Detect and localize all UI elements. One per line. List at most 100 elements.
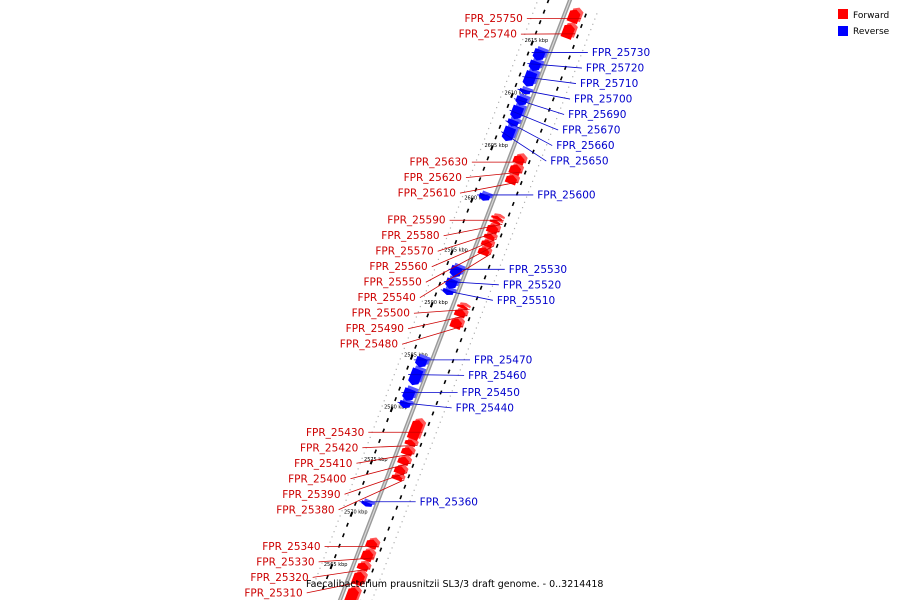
gene-label-fpr_25480[interactable]: FPR_25480 [340, 339, 398, 351]
gene-label-fpr_25650[interactable]: FPR_25650 [550, 156, 608, 168]
gene-fpr_25750[interactable] [566, 7, 584, 25]
gene-fpr_25330[interactable] [360, 547, 377, 563]
gene-label-fpr_25440[interactable]: FPR_25440 [456, 402, 514, 414]
gene-fpr_25670[interactable] [510, 102, 528, 120]
guide-dot [359, 463, 361, 465]
gene-fpr_25660[interactable] [507, 116, 522, 127]
gene-label-fpr_25490[interactable]: FPR_25490 [346, 323, 404, 335]
guide-dot [463, 190, 466, 192]
guide-dot [481, 143, 484, 145]
minor-tick [486, 156, 490, 161]
gene-label-fpr_25320[interactable]: FPR_25320 [250, 572, 308, 584]
gene-fpr_25480[interactable] [449, 316, 466, 330]
gene-label-fpr_25410[interactable]: FPR_25410 [294, 458, 352, 470]
gene-label-fpr_25750[interactable]: FPR_25750 [465, 13, 523, 25]
gene-depth [522, 85, 534, 93]
gene-fpr_25590[interactable] [491, 213, 506, 222]
guide-dot [520, 44, 522, 46]
gene-fpr_25650[interactable] [501, 123, 520, 142]
gene-fpr_25500[interactable] [456, 302, 471, 311]
gene-label-fpr_25460[interactable]: FPR_25460 [468, 370, 526, 382]
gene-body [456, 304, 468, 311]
scale-tick [329, 563, 334, 570]
guide-dot [337, 520, 339, 522]
guide-dot [403, 515, 405, 518]
guide-dot [399, 358, 401, 360]
gene-label-fpr_25670[interactable]: FPR_25670 [562, 125, 620, 137]
guide-dot [533, 175, 536, 177]
gene-label-fpr_25340[interactable]: FPR_25340 [262, 541, 320, 553]
guide-dot [550, 133, 552, 135]
gene-fpr_25430[interactable] [406, 418, 427, 441]
gene-label-fpr_25690[interactable]: FPR_25690 [568, 109, 626, 121]
minor-tick [526, 51, 530, 56]
guide-dot [431, 442, 433, 444]
gene-fpr_25300[interactable] [342, 585, 362, 600]
gene-label-fpr_25600[interactable]: FPR_25600 [537, 189, 595, 201]
guide-dot [423, 295, 425, 297]
guide-dot [506, 80, 508, 83]
gene-fpr_25630[interactable] [512, 153, 528, 166]
gene-label-fpr_25400[interactable]: FPR_25400 [288, 473, 346, 485]
gene-fpr_25700[interactable] [519, 85, 534, 95]
gene-label-fpr_25700[interactable]: FPR_25700 [574, 94, 632, 106]
gene-label-fpr_25430[interactable]: FPR_25430 [306, 427, 364, 439]
minor-tick [503, 222, 507, 228]
gene-label-fpr_25550[interactable]: FPR_25550 [363, 277, 421, 289]
minor-tick [333, 554, 337, 559]
gene-label-fpr_25420[interactable]: FPR_25420 [300, 442, 358, 454]
gene-label-fpr_25570[interactable]: FPR_25570 [375, 246, 433, 258]
gene-fpr_25740[interactable] [560, 22, 578, 40]
guide-dot [435, 432, 437, 434]
gene-fpr_25460[interactable] [408, 365, 427, 386]
gene-label-fpr_25660[interactable]: FPR_25660 [556, 140, 614, 152]
gene-label-fpr_25310[interactable]: FPR_25310 [244, 587, 302, 599]
guide-dot [411, 494, 413, 497]
guide-dot [451, 390, 453, 392]
gene-label-fpr_25610[interactable]: FPR_25610 [398, 188, 456, 200]
gene-label-fpr_25380[interactable]: FPR_25380 [276, 504, 334, 516]
gene-fpr_25360[interactable] [361, 498, 376, 507]
gene-fpr_25720[interactable] [528, 57, 545, 71]
gene-label-fpr_25360[interactable]: FPR_25360 [420, 496, 478, 508]
guide-dot [341, 510, 343, 512]
gene-label-fpr_25710[interactable]: FPR_25710 [580, 78, 638, 90]
gene-leader-line [350, 462, 411, 480]
minor-tick [495, 243, 499, 249]
gene-fpr_25390[interactable] [393, 464, 409, 476]
gene-label-fpr_25740[interactable]: FPR_25740 [459, 29, 517, 41]
gene-fpr_25400[interactable] [397, 454, 413, 467]
gene-fpr_25340[interactable] [365, 537, 381, 550]
gene-label-fpr_25390[interactable]: FPR_25390 [282, 489, 340, 501]
guide-dot [313, 583, 315, 585]
guide-dot [552, 128, 554, 130]
gene-fpr_25710[interactable] [522, 68, 541, 87]
gene-label-fpr_25580[interactable]: FPR_25580 [381, 230, 439, 242]
gene-label-fpr_25330[interactable]: FPR_25330 [256, 556, 314, 568]
gene-label-fpr_25500[interactable]: FPR_25500 [352, 308, 410, 320]
guide-dot [471, 169, 474, 172]
gene-leader-line [413, 308, 470, 314]
gene-label-fpr_25560[interactable]: FPR_25560 [369, 261, 427, 273]
guide-dot [397, 531, 399, 533]
gene-label-fpr_25540[interactable]: FPR_25540 [358, 292, 416, 304]
gene-label-fpr_25720[interactable]: FPR_25720 [586, 63, 644, 75]
guide-dot [576, 65, 578, 67]
minor-tick [507, 212, 511, 217]
gene-label-fpr_25450[interactable]: FPR_25450 [462, 387, 520, 399]
guide-dot [521, 206, 524, 209]
gene-label-fpr_25470[interactable]: FPR_25470 [474, 354, 532, 366]
gene-label-fpr_25730[interactable]: FPR_25730 [592, 47, 650, 59]
guide-dot [417, 479, 419, 481]
guide-dot [513, 227, 516, 230]
guide-dot [407, 505, 409, 507]
minor-tick [478, 177, 482, 182]
gene-body [528, 59, 542, 71]
gene-label-fpr_25510[interactable]: FPR_25510 [497, 295, 555, 307]
gene-label-fpr_25590[interactable]: FPR_25590 [387, 215, 445, 227]
gene-label-fpr_25520[interactable]: FPR_25520 [503, 279, 561, 291]
guide-dot [523, 201, 526, 203]
gene-label-fpr_25630[interactable]: FPR_25630 [410, 157, 468, 169]
gene-label-fpr_25530[interactable]: FPR_25530 [509, 264, 567, 276]
gene-label-fpr_25620[interactable]: FPR_25620 [404, 172, 462, 184]
